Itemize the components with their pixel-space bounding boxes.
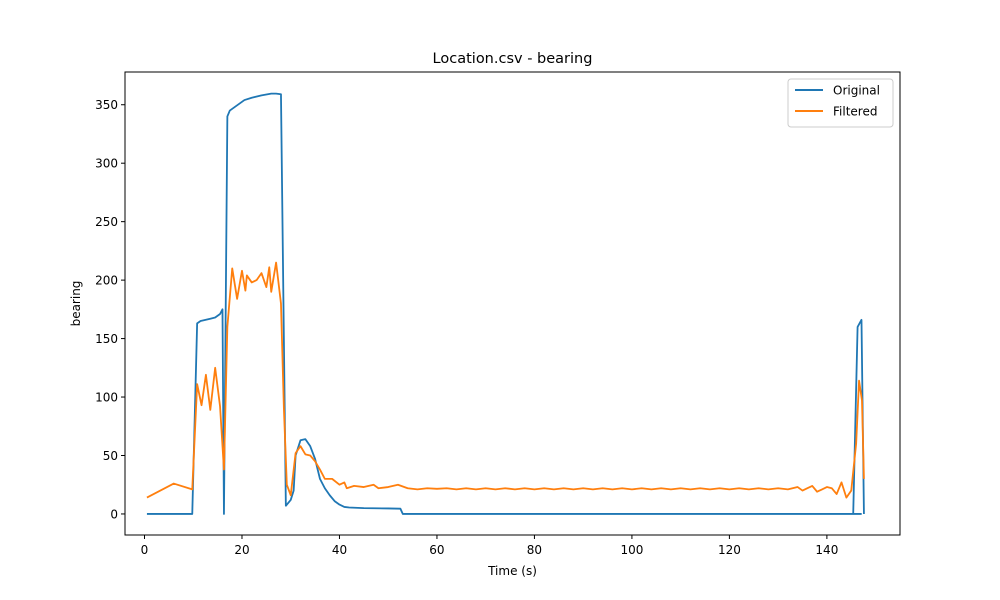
chart-title: Location.csv - bearing [433,51,593,67]
plot-background [125,72,900,535]
x-axis-label: Time (s) [487,564,537,578]
legend-entry-original: Original [795,84,880,98]
y-tick-label: 150 [95,332,118,346]
x-tick-label: 0 [141,543,149,557]
y-axis-label: bearing [69,281,83,327]
x-tick-label: 40 [332,543,347,557]
x-tick-label: 140 [815,543,838,557]
legend-label-original: Original [833,84,880,98]
x-tick-label: 60 [429,543,444,557]
plot-area: 0 20 40 60 80 100 120 140 0 50 100 150 200 250 300 350 [95,71,901,557]
legend: Original Filtered [787,78,894,128]
legend-label-filtered: Filtered [833,105,877,119]
y-tick-label: 300 [95,157,118,171]
y-tick-label: 350 [95,98,118,112]
series-line-original [146,92,865,515]
x-axis: 0 20 40 60 80 100 120 140 [141,535,838,557]
y-tick-label: 250 [95,215,118,229]
x-tick-label: 100 [620,543,643,557]
y-axis: 0 50 100 150 200 250 300 350 [95,98,125,521]
y-tick-label: 100 [95,391,118,405]
series-line-filtered [146,261,865,499]
x-tick-label: 80 [527,543,542,557]
x-tick-label: 120 [718,543,741,557]
series-layer [146,92,865,515]
x-tick-label: 20 [234,543,249,557]
y-tick-label: 200 [95,274,118,288]
y-tick-label: 0 [110,507,118,521]
legend-entry-filtered: Filtered [795,105,877,119]
plot-frame [124,71,901,536]
y-tick-label: 50 [103,449,118,463]
